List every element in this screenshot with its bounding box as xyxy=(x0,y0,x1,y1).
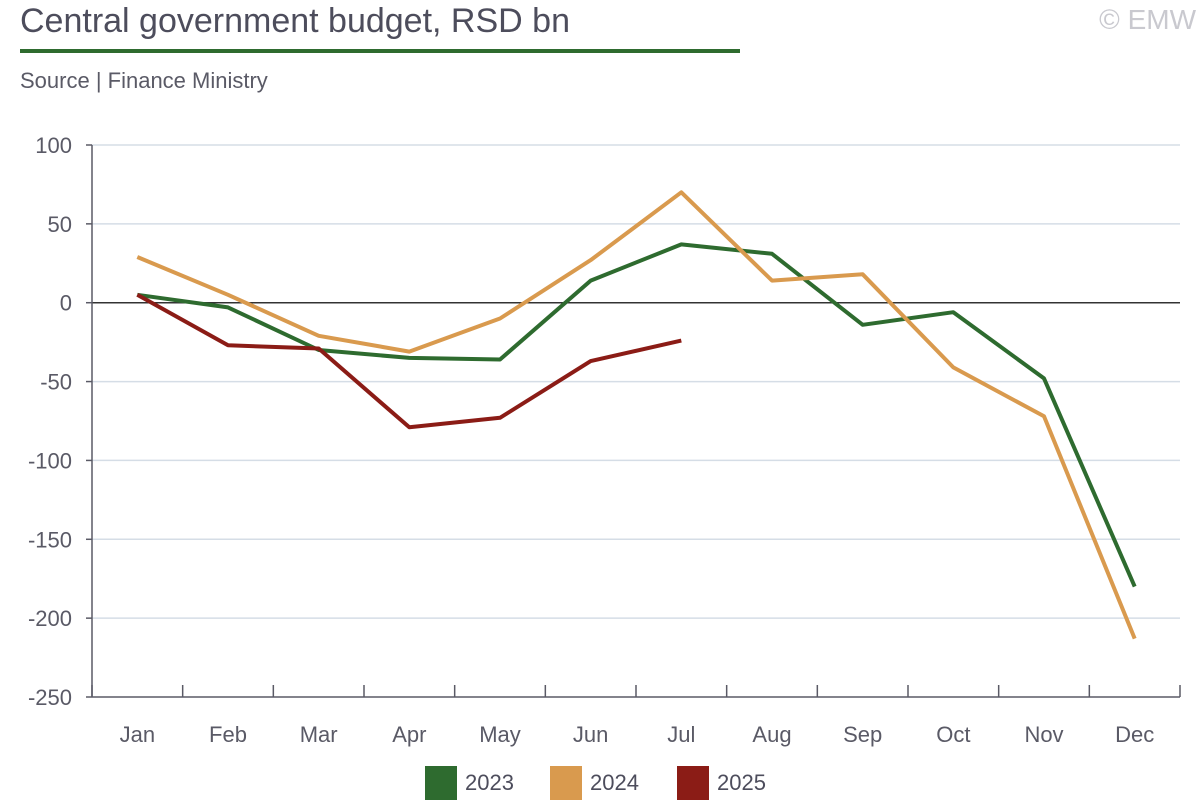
x-tick-label: Jun xyxy=(573,722,608,747)
x-tick-label: Mar xyxy=(300,722,338,747)
title-underline xyxy=(20,49,740,53)
y-tick-label: -250 xyxy=(28,685,72,710)
legend: 2023 2024 2025 xyxy=(0,764,1200,800)
series-line-2024 xyxy=(136,190,1137,640)
legend-label: 2025 xyxy=(717,770,766,795)
axes xyxy=(86,144,1181,698)
x-tick-label: Nov xyxy=(1024,722,1063,747)
series-line-2023 xyxy=(137,242,1137,588)
x-tick-label: Oct xyxy=(936,722,970,747)
chart-title: Central government budget, RSD bn xyxy=(20,2,570,40)
y-tick-label: -200 xyxy=(28,606,72,631)
gridlines xyxy=(92,144,1180,619)
y-tick-label: -150 xyxy=(28,527,72,552)
x-tick-label: Dec xyxy=(1115,722,1154,747)
copyright-watermark: © EMW xyxy=(1099,4,1196,35)
y-tick-label: 0 xyxy=(60,291,72,316)
y-tick-label: 100 xyxy=(35,133,72,158)
legend-swatch xyxy=(550,766,582,800)
y-tick-label: 50 xyxy=(48,212,72,237)
y-tick-labels: 100 50 0 -50 -100 -150 -200 -250 xyxy=(28,133,72,710)
legend-label: 2023 xyxy=(465,770,514,795)
x-tick-labels: Jan Feb Mar Apr May Jun Jul Aug Sep Oct Nov Dec xyxy=(120,722,1155,747)
legend-label: 2024 xyxy=(590,770,639,795)
x-tick-label: Feb xyxy=(209,722,247,747)
x-tick-label: Sep xyxy=(843,722,882,747)
x-tick-label: Apr xyxy=(392,722,426,747)
series-lines xyxy=(136,190,1137,640)
x-tick-label: Jan xyxy=(120,722,155,747)
legend-swatch xyxy=(677,766,709,800)
series-line-2025 xyxy=(136,293,682,430)
x-tick-label: Aug xyxy=(752,722,791,747)
y-tick-label: -50 xyxy=(40,370,72,395)
x-tick-label: Jul xyxy=(667,722,695,747)
x-tick-label: May xyxy=(479,722,521,747)
y-tick-label: -100 xyxy=(28,448,72,473)
chart-source: Source | Finance Ministry xyxy=(20,68,268,93)
legend-swatch xyxy=(425,766,457,800)
